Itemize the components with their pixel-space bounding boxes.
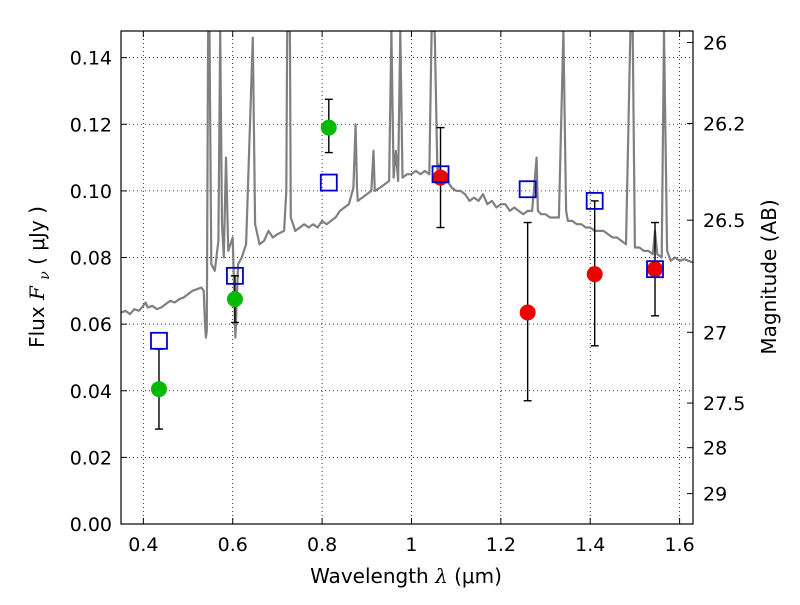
magnitude-tick-label: 29 (703, 484, 727, 506)
spectrum-line (121, 31, 693, 339)
y-tick-label: 0.12 (70, 114, 112, 136)
model-square (431, 165, 450, 184)
magnitude-tick-label: 27 (703, 322, 727, 344)
x-axis-label-prefix: Wavelength (310, 564, 435, 588)
green-data-point (226, 291, 243, 308)
y-axis-label: Flux F ν ( μJy ) (25, 206, 54, 348)
green-data-point (320, 119, 337, 136)
y-tick-label: 0.08 (70, 248, 112, 270)
red-data-point (519, 304, 536, 321)
model-square (319, 173, 338, 192)
magnitude-tick-label: 26 (703, 32, 727, 54)
plot-area (121, 31, 693, 430)
y-tick-label: 0.06 (70, 314, 112, 336)
plot-frame (120, 30, 694, 525)
y-axis-label-unit: ( μJy ) (25, 206, 49, 265)
model-square (226, 266, 244, 285)
model-square (646, 260, 664, 279)
model-square (518, 180, 537, 199)
model-square (585, 191, 604, 210)
x-tick-label: 0.8 (307, 534, 337, 556)
model-square (150, 331, 168, 350)
x-tick-label: 0.4 (128, 534, 158, 556)
x-tick-label: 1 (405, 534, 417, 556)
axis-ticks: 0.4 0.6 0.8 1 1.2 1.4 1.6 0.00 0.02 0.04 0.06 0.08 0… (70, 31, 745, 556)
y-tick-label: 0.02 (70, 447, 112, 469)
magnitude-tick-label: 28 (703, 438, 727, 460)
y2-axis-label: Magnitude (AB) (757, 199, 781, 354)
red-data-point (586, 266, 603, 283)
green-data-point (150, 381, 167, 398)
y-axis-label-prefix: Flux (25, 300, 49, 348)
magnitude-tick-label: 26.5 (703, 210, 745, 232)
x-tick-label: 1.4 (575, 534, 605, 556)
red-data-point (647, 261, 664, 278)
y-tick-label: 0.10 (70, 181, 112, 203)
magnitude-tick-label: 27.5 (703, 393, 745, 415)
x-axis-label: Wavelength λ (μm) (310, 564, 502, 588)
x-axis-label-unit: (μm) (454, 564, 502, 588)
y-tick-label: 0.04 (70, 381, 112, 403)
y-tick-label: 0.00 (70, 514, 112, 536)
x-tick-label: 1.2 (486, 534, 516, 556)
x-tick-label: 0.6 (218, 534, 248, 556)
magnitude-tick-label: 26.2 (703, 113, 745, 135)
x-axis-label-symbol: λ (434, 564, 448, 588)
y-tick-label: 0.14 (70, 48, 112, 70)
y-axis-label-subscript: ν (37, 271, 53, 280)
y-axis-label-symbol: F (25, 285, 49, 301)
x-tick-label: 1.6 (664, 534, 694, 556)
